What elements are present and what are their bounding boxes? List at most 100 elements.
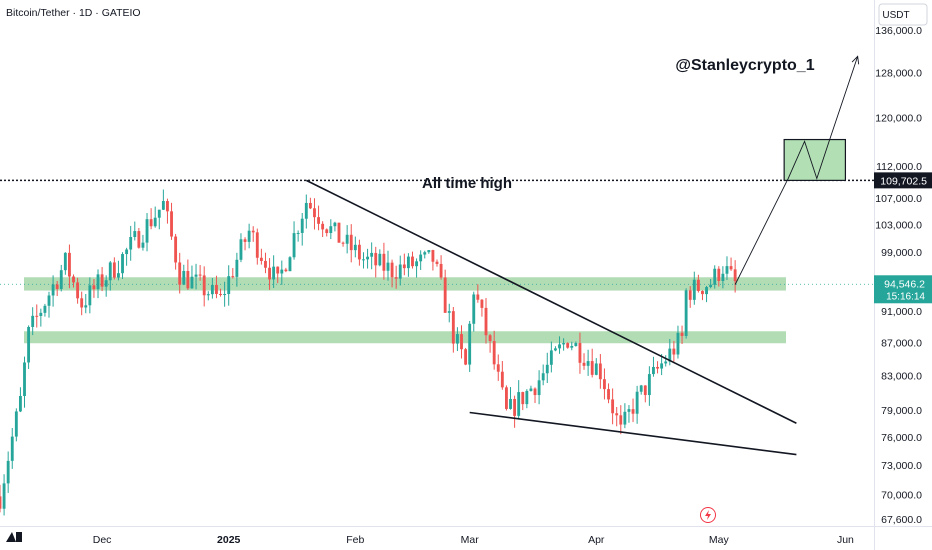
candle [80,291,84,316]
candle [639,384,643,395]
candle [0,484,2,513]
candle-body [108,262,112,281]
candle [684,288,688,339]
candle-body [14,411,18,437]
candle-body [447,311,451,313]
candle-body [357,244,361,260]
candle [304,194,308,229]
candle-body [460,334,463,350]
candle [517,380,521,420]
candle [14,408,18,442]
candle-body [304,202,308,219]
time-tick-label: Dec [93,534,112,546]
candle [121,252,124,279]
candle-body [6,460,10,484]
candle [476,284,480,303]
candle-body [439,263,443,278]
candle [288,256,292,272]
candle-body [43,305,47,313]
candle-body [594,363,598,375]
candle-body [341,242,345,244]
candle-body [88,285,92,306]
support-zone-2 [24,331,786,344]
candle [509,387,512,410]
candle [603,368,606,400]
candle-body [713,268,717,285]
candle-body [590,361,594,375]
candle-body [570,346,574,348]
candle [656,361,659,374]
candle [72,274,75,288]
candle [623,403,627,429]
candle [578,332,582,374]
candle [513,395,517,428]
candle-body [349,234,353,251]
candle-body [484,307,488,336]
time-tick-label: Mar [461,534,480,546]
candle-body [239,239,243,260]
candle-body [100,274,104,287]
candle [104,275,108,297]
candle [541,364,545,386]
candle [47,291,51,318]
candle [586,349,590,376]
candle-body [68,252,71,277]
candle [635,385,639,424]
candle-body [206,294,210,296]
candle-body [443,277,447,313]
candle-body [210,284,214,295]
candle-body [317,217,320,224]
candle-body [149,219,153,227]
candle-body [63,252,67,271]
candle-body [133,231,137,238]
candle-body [121,254,124,274]
candle-body [705,287,708,295]
candle-body [366,256,369,260]
candle-body [672,348,676,355]
candle-body [39,312,43,316]
candle [337,222,341,243]
price-tick-label: 120,000.0 [875,113,922,125]
candle-body [313,208,316,218]
candle [272,255,276,289]
candle-body [533,388,537,396]
candle-body [406,256,410,269]
candle [108,261,112,291]
candle-body [104,280,108,287]
candle [696,274,700,293]
candle-body [84,305,88,308]
candle-body [419,254,423,262]
candle [415,258,419,278]
candle [427,250,431,254]
candle-body [117,273,120,278]
candle [247,223,251,249]
candle [166,198,169,224]
candle-body [153,217,157,227]
candle [406,253,410,277]
lightning-icon[interactable] [700,507,716,523]
candle [660,354,664,376]
candle-body [166,201,169,212]
candle-body [390,262,394,278]
candle [525,389,529,409]
candle-body [137,231,141,248]
currency-badge[interactable] [878,3,928,26]
candle-body [264,260,267,268]
tradingview-logo-mark [6,532,16,542]
candle-body [680,332,684,336]
currency-badge-label: USDT [882,10,909,21]
candle [533,387,537,403]
candle-body [537,380,541,396]
candle [325,228,329,237]
candle-body [288,257,292,272]
candle-body [676,332,680,355]
candle-body [721,273,725,282]
candle-body [308,202,312,209]
candle [652,356,655,377]
candle [178,252,182,294]
candle-body [598,363,602,380]
candle-body [549,350,553,365]
candle [345,225,349,254]
candle-body [472,294,476,324]
candle-body [611,399,615,414]
